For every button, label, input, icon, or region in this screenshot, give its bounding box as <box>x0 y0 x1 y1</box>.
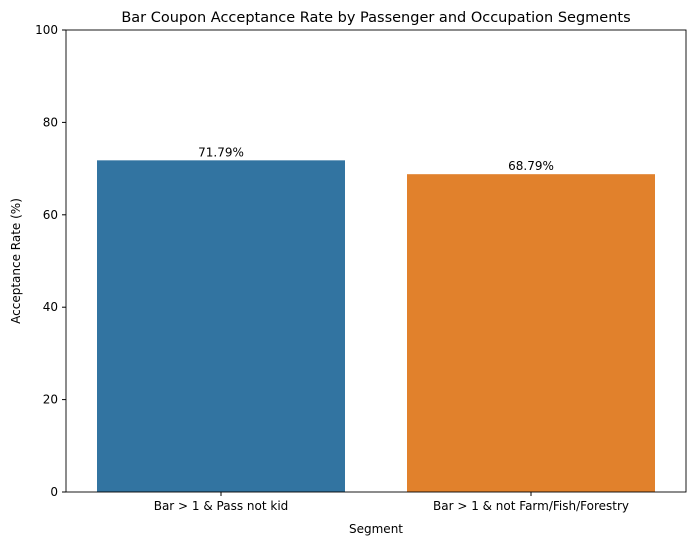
plot-area: 71.79% Bar > 1 & Pass not kid 68.79% Bar > … <box>35 23 687 513</box>
y-tick-label: 0 <box>50 485 58 499</box>
y-tick-label: 20 <box>43 393 58 407</box>
bar <box>407 174 655 493</box>
y-tick-label: 60 <box>43 208 58 222</box>
chart-title: Bar Coupon Acceptance Rate by Passenger … <box>121 10 630 26</box>
y-axis-label: Acceptance Rate (%) <box>9 198 23 324</box>
data-label: 68.79% <box>508 159 554 173</box>
data-label: 71.79% <box>198 145 244 159</box>
x-axis-label: Segment <box>349 522 403 536</box>
x-tick-label: Bar > 1 & not Farm/Fish/Forestry <box>433 499 629 513</box>
y-tick-label: 80 <box>43 115 58 129</box>
bar <box>97 160 345 492</box>
y-tick-label: 40 <box>43 300 58 314</box>
plot-frame <box>65 29 687 493</box>
y-tick-label: 100 <box>35 23 58 37</box>
x-tick-label: Bar > 1 & Pass not kid <box>154 499 289 513</box>
